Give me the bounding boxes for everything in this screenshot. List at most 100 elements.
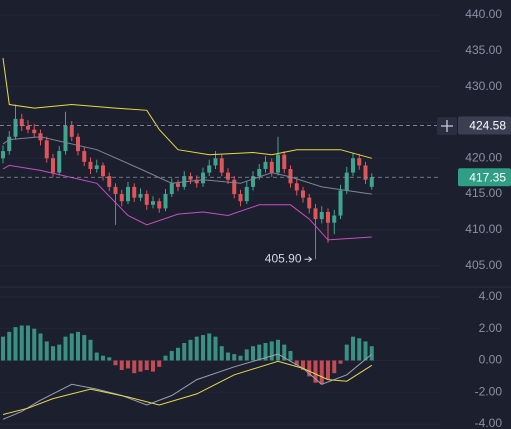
y-tick-label: -2.00 (475, 384, 503, 398)
candle-body (76, 136, 80, 152)
y-tick-label: -4.00 (475, 416, 503, 429)
candle-body (26, 126, 30, 130)
candle-body (151, 201, 155, 205)
candle-body (63, 126, 68, 152)
candle-body (51, 158, 55, 173)
histogram-bar (219, 346, 224, 361)
y-tick-label: 2.00 (479, 321, 503, 335)
candle-body (251, 176, 255, 187)
candle-body (338, 190, 343, 216)
candle-body (32, 129, 37, 134)
candle-body (313, 208, 318, 220)
plus-icon[interactable] (441, 120, 453, 132)
histogram-bar (313, 360, 318, 383)
histogram-bar (226, 352, 230, 361)
histogram-bar (63, 336, 68, 361)
candle-body (269, 161, 274, 173)
histogram-bar (26, 325, 30, 361)
candle-body (219, 158, 224, 173)
candle-body (88, 161, 93, 169)
candle-body (363, 165, 368, 180)
candle-body (257, 168, 262, 177)
candle-body (176, 183, 180, 187)
candle-body (276, 154, 280, 173)
candle-body (238, 194, 243, 202)
histogram-bar (332, 360, 337, 374)
histogram-bar (369, 346, 374, 361)
candle-body (19, 118, 24, 127)
candle-body (288, 168, 293, 184)
price-tag-label: 424.58 (469, 119, 506, 133)
candle-body (94, 165, 99, 169)
candle-body (319, 211, 324, 220)
candle-body (132, 186, 137, 198)
histogram-bar (363, 341, 368, 361)
histogram-bar (32, 328, 37, 361)
candle-body (226, 172, 230, 180)
histogram-bar (157, 360, 162, 367)
candle-body (232, 179, 237, 195)
candle-body (201, 172, 205, 184)
candle-body (332, 215, 337, 223)
indicator-line (2, 353, 373, 420)
histogram-bar (57, 344, 62, 361)
histogram-bar (213, 336, 218, 361)
candle-body (138, 194, 143, 198)
histogram-bar (7, 331, 12, 361)
histogram-bar (294, 360, 299, 366)
add-alert-button[interactable] (437, 117, 457, 135)
candle-body (82, 151, 87, 162)
histogram-bar (201, 335, 205, 361)
y-tick-label: 405.00 (465, 258, 502, 272)
histogram-bar (101, 355, 105, 361)
histogram-bar (151, 360, 155, 372)
indicator-line (2, 360, 373, 415)
candle-body (188, 176, 193, 180)
histogram-bar (107, 357, 112, 361)
candle-body (357, 158, 362, 166)
candle-body (144, 194, 149, 205)
histogram-bar (138, 360, 143, 372)
candle-body (119, 194, 124, 202)
histogram-bar (38, 333, 43, 361)
indicator-line (2, 136, 372, 195)
low-annotation: 405.90 (265, 251, 302, 265)
y-tick-label: 0.00 (479, 353, 503, 367)
y-tick-label: 430.00 (465, 79, 502, 93)
histogram-bar (257, 344, 262, 361)
histogram-bar (119, 360, 124, 371)
histogram-bar (301, 360, 305, 371)
candle-body (301, 190, 305, 198)
candle-body (44, 140, 49, 159)
indicator-line (2, 164, 372, 241)
candle-body (7, 136, 12, 152)
histogram-bar (144, 360, 149, 371)
candle-body (194, 179, 199, 184)
candle-body (326, 211, 330, 223)
histogram-bar (276, 339, 280, 361)
y-tick-label: 415.00 (465, 186, 502, 200)
indicator-line (2, 57, 372, 159)
candle-body (244, 186, 249, 202)
y-tick-label: 4.00 (479, 289, 503, 303)
price-tag (458, 116, 511, 135)
histogram-bar (51, 346, 55, 361)
histogram-bar (82, 335, 87, 361)
candle-body (169, 183, 174, 195)
y-tick-label: 410.00 (465, 222, 502, 236)
candle-body (13, 118, 18, 137)
candle-body (307, 197, 312, 209)
candle-body (101, 165, 105, 177)
histogram-bar (182, 343, 187, 361)
histogram-bar (288, 350, 293, 361)
y-tick-label: 435.00 (465, 43, 502, 57)
histogram-bar (251, 346, 255, 361)
histogram-bar (176, 347, 180, 361)
histogram-bar (351, 336, 355, 361)
candle-body (282, 154, 287, 169)
histogram-bar (188, 339, 193, 361)
candle-body (213, 158, 218, 166)
price-tag (458, 168, 511, 187)
